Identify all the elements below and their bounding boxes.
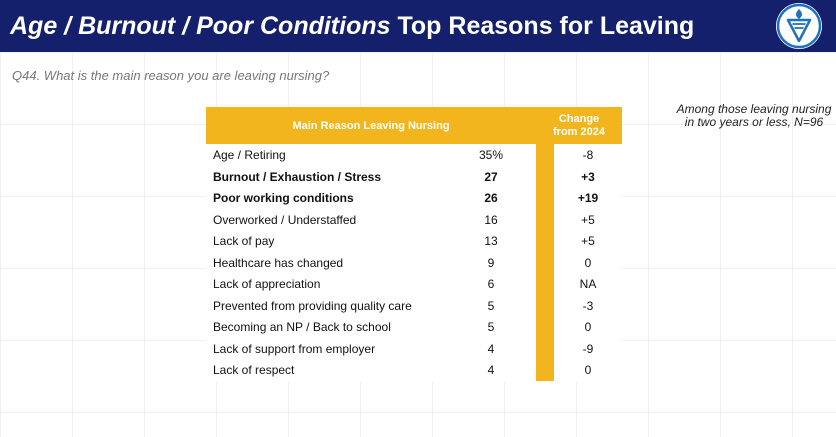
table-header-main: Main Reason Leaving Nursing <box>206 107 536 144</box>
row-value: 4 <box>487 363 495 377</box>
row-label: Poor working conditions <box>213 191 354 205</box>
row-change: -3 <box>582 298 594 313</box>
row-value: 6 <box>487 277 495 291</box>
table-row: Lack of respect 4 0 <box>206 359 622 381</box>
table-row: Poor working conditions 26 +19 <box>206 187 622 209</box>
row-label: Burnout / Exhaustion / Stress <box>213 169 382 184</box>
row-value: 26 <box>484 191 498 205</box>
row-label: Lack of support from employer <box>213 341 376 356</box>
row-value: 13 <box>484 234 498 248</box>
row-change: -9 <box>582 341 594 356</box>
table-row: Age / Retiring 35% -8 <box>206 144 622 166</box>
row-change: NA <box>579 277 597 291</box>
row-value: 9 <box>487 255 495 270</box>
table-header-change: Change from 2024 <box>536 107 622 144</box>
title-italic-part: Age / Burnout / Poor Conditions <box>10 12 391 40</box>
table-row: Lack of pay 13 +5 <box>206 230 622 252</box>
slide-title: Age / Burnout / Poor Conditions Top Reas… <box>10 12 694 41</box>
table-row: Prevented from providing quality care 5 -3 <box>206 295 622 317</box>
title-plain-part: Top Reasons for Leaving <box>397 12 695 40</box>
row-value: 35% <box>478 148 504 162</box>
row-change: 0 <box>584 320 592 334</box>
row-change: +3 <box>581 169 595 184</box>
table-row: Lack of support from employer 4 -9 <box>206 338 622 360</box>
row-label: Lack of appreciation <box>213 277 321 291</box>
survey-question: Q44. What is the main reason you are lea… <box>12 68 330 83</box>
torch-shield-logo-icon <box>776 3 822 49</box>
row-change: +5 <box>581 212 595 227</box>
row-change: -8 <box>582 148 594 162</box>
row-value: 4 <box>487 341 495 356</box>
table-row: Burnout / Exhaustion / Stress 27 +3 <box>206 166 622 188</box>
row-label: Lack of pay <box>213 234 275 248</box>
row-label: Healthcare has changed <box>213 255 344 270</box>
title-bar: Age / Burnout / Poor Conditions Top Reas… <box>0 0 836 52</box>
table-row: Lack of appreciation 6 NA <box>206 273 622 295</box>
reasons-table: Main Reason Leaving Nursing Change from … <box>206 107 622 381</box>
row-label: Overworked / Understaffed <box>213 212 357 227</box>
row-label: Lack of respect <box>213 363 295 377</box>
table-row: Becoming an NP / Back to school 5 0 <box>206 316 622 338</box>
table-header-change-label: Change from 2024 <box>553 112 605 138</box>
table-row: Healthcare has changed 9 0 <box>206 252 622 274</box>
row-label: Becoming an NP / Back to school <box>213 320 391 334</box>
table-row: Overworked / Understaffed 16 +5 <box>206 209 622 231</box>
row-change: +19 <box>577 191 599 205</box>
row-value: 16 <box>484 212 498 227</box>
row-label: Prevented from providing quality care <box>213 298 412 313</box>
column-separator-bar <box>536 144 554 381</box>
row-change: 0 <box>584 255 592 270</box>
row-change: +5 <box>581 234 595 248</box>
row-value: 27 <box>484 169 498 184</box>
row-change: 0 <box>584 363 592 377</box>
row-label: Age / Retiring <box>213 148 286 162</box>
row-value: 5 <box>487 298 495 313</box>
sample-note: Among those leaving nursing in two years… <box>676 102 832 129</box>
row-value: 5 <box>487 320 495 334</box>
